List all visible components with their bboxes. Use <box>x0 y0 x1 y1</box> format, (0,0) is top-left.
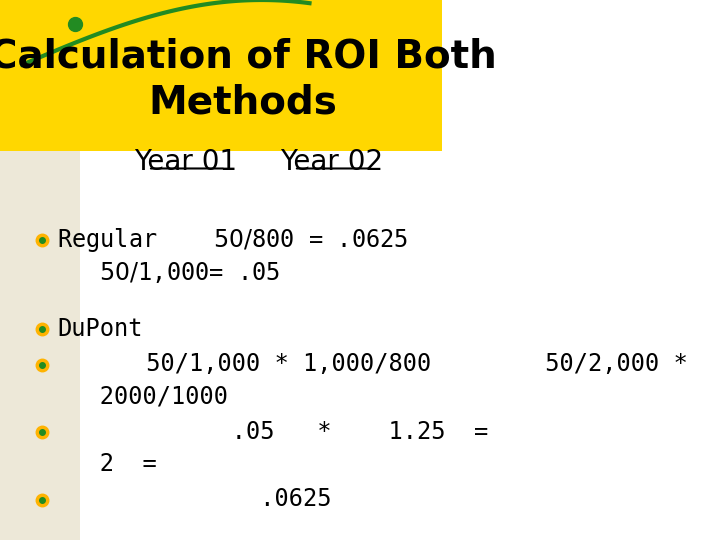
Text: DuPont: DuPont <box>58 318 143 341</box>
Text: Year 02: Year 02 <box>280 148 383 176</box>
Text: 50/1,000 * 1,000/800        50/2,000 *: 50/1,000 * 1,000/800 50/2,000 * <box>75 353 688 376</box>
Text: Year 01: Year 01 <box>134 148 238 176</box>
Text: Methods: Methods <box>149 84 338 122</box>
Text: .05   *    1.25  =                .025  *: .05 * 1.25 = .025 * <box>75 420 720 444</box>
Text: $50/$1,000= .05: $50/$1,000= .05 <box>58 260 281 285</box>
FancyBboxPatch shape <box>0 0 442 151</box>
Text: Regular    $50/$800 = .0625: Regular $50/$800 = .0625 <box>58 226 408 254</box>
Text: 2  =: 2 = <box>58 453 157 476</box>
Text: 2000/1000: 2000/1000 <box>58 385 228 409</box>
Text: .0625: .0625 <box>75 488 332 511</box>
Text: Calculation of ROI Both: Calculation of ROI Both <box>0 38 497 76</box>
FancyBboxPatch shape <box>0 0 80 540</box>
